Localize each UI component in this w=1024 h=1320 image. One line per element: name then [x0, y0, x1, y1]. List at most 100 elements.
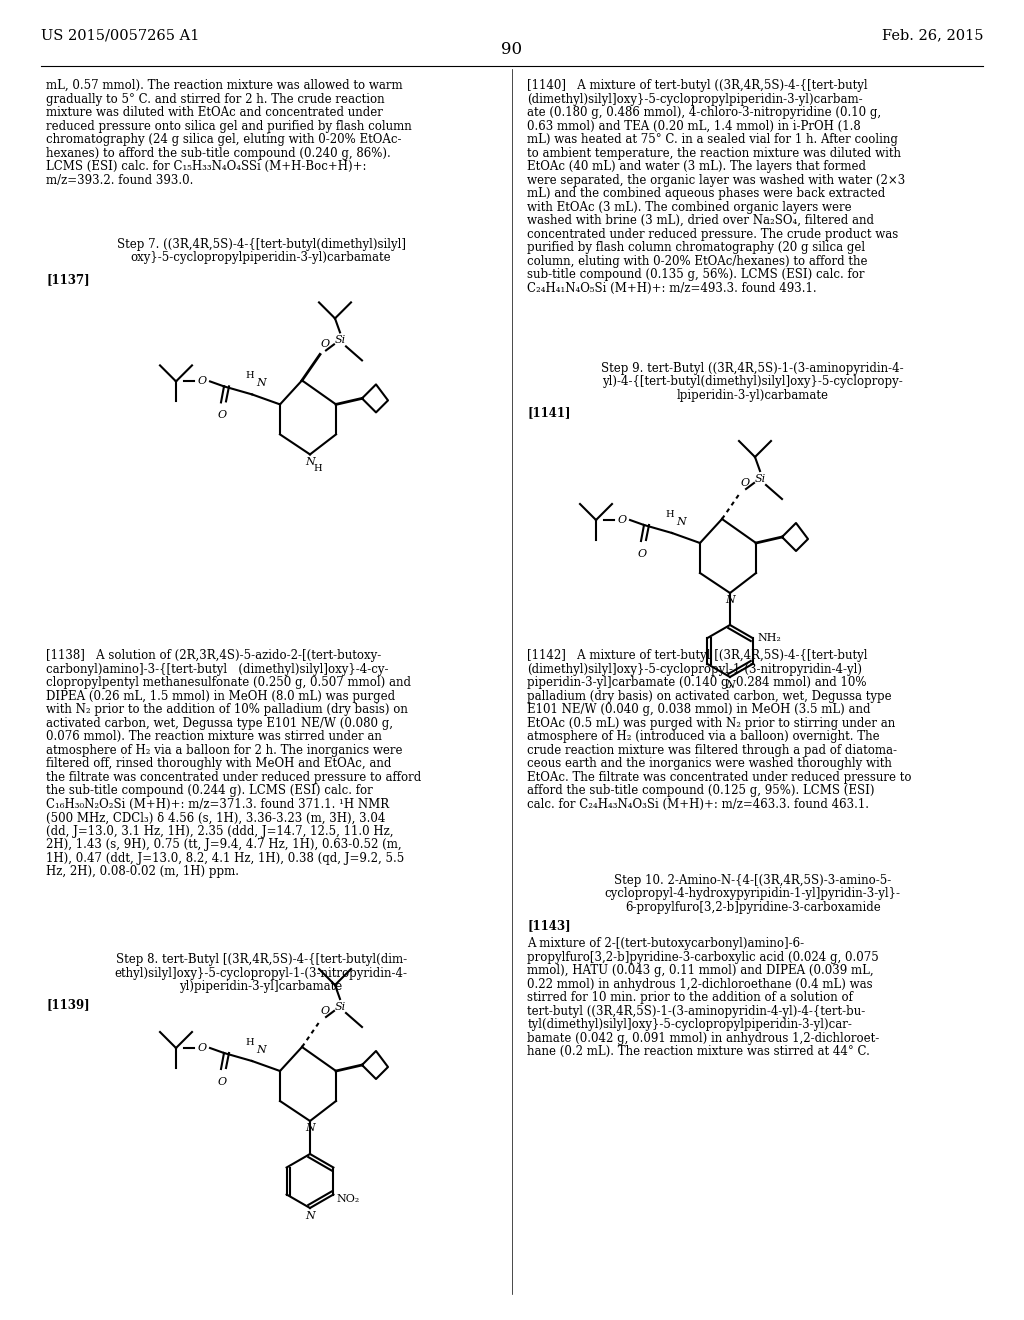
Text: clopropylpentyl methanesulfonate (0.250 g, 0.507 mmol) and: clopropylpentyl methanesulfonate (0.250 …: [46, 676, 411, 689]
Text: N: N: [305, 458, 314, 467]
Text: Hz, 2H), 0.08-0.02 (m, 1H) ppm.: Hz, 2H), 0.08-0.02 (m, 1H) ppm.: [46, 866, 239, 878]
Text: atmosphere of H₂ via a balloon for 2 h. The inorganics were: atmosphere of H₂ via a balloon for 2 h. …: [46, 744, 402, 756]
Text: sub-title compound (0.135 g, 56%). LCMS (ESI) calc. for: sub-title compound (0.135 g, 56%). LCMS …: [527, 268, 865, 281]
Text: Si: Si: [335, 1002, 345, 1012]
Text: H: H: [246, 1038, 254, 1047]
Text: activated carbon, wet, Degussa type E101 NE/W (0.080 g,: activated carbon, wet, Degussa type E101…: [46, 717, 393, 730]
Text: gradually to 5° C. and stirred for 2 h. The crude reaction: gradually to 5° C. and stirred for 2 h. …: [46, 92, 385, 106]
Text: reduced pressure onto silica gel and purified by flash column: reduced pressure onto silica gel and pur…: [46, 120, 412, 133]
Text: EtOAc. The filtrate was concentrated under reduced pressure to: EtOAc. The filtrate was concentrated und…: [527, 771, 911, 784]
Text: C₁₆H₃₀N₂O₂Si (M+H)+: m/z=371.3. found 371.1. ¹H NMR: C₁₆H₃₀N₂O₂Si (M+H)+: m/z=371.3. found 37…: [46, 797, 389, 810]
Text: O: O: [741, 478, 751, 488]
Text: O: O: [617, 515, 627, 525]
Text: 0.63 mmol) and TEA (0.20 mL, 1.4 mmol) in i-PrOH (1.8: 0.63 mmol) and TEA (0.20 mL, 1.4 mmol) i…: [527, 120, 861, 133]
Text: N: N: [725, 680, 735, 690]
Text: A mixture of 2-[(tert-butoxycarbonyl)amino]-6-: A mixture of 2-[(tert-butoxycarbonyl)ami…: [527, 937, 805, 950]
Text: 6-propylfuro[3,2-b]pyridine-3-carboxamide: 6-propylfuro[3,2-b]pyridine-3-carboxamid…: [625, 900, 881, 913]
Text: E101 NE/W (0.040 g, 0.038 mmol) in MeOH (3.5 mL) and: E101 NE/W (0.040 g, 0.038 mmol) in MeOH …: [527, 704, 870, 717]
Text: O: O: [321, 1006, 330, 1016]
Text: 2H), 1.43 (s, 9H), 0.75 (tt, J=9.4, 4.7 Hz, 1H), 0.63-0.52 (m,: 2H), 1.43 (s, 9H), 0.75 (tt, J=9.4, 4.7 …: [46, 838, 401, 851]
Text: 0.076 mmol). The reaction mixture was stirred under an: 0.076 mmol). The reaction mixture was st…: [46, 730, 382, 743]
Text: [1137]: [1137]: [46, 273, 90, 286]
Text: tert-butyl ((3R,4R,5S)-1-(3-aminopyridin-4-yl)-4-{tert-bu-: tert-butyl ((3R,4R,5S)-1-(3-aminopyridin…: [527, 1005, 865, 1018]
Text: mL, 0.57 mmol). The reaction mixture was allowed to warm: mL, 0.57 mmol). The reaction mixture was…: [46, 79, 402, 92]
Text: propylfuro[3,2-b]pyridine-3-carboxylic acid (0.024 g, 0.075: propylfuro[3,2-b]pyridine-3-carboxylic a…: [527, 950, 880, 964]
Text: ate (0.180 g, 0.486 mmol), 4-chloro-3-nitropyridine (0.10 g,: ate (0.180 g, 0.486 mmol), 4-chloro-3-ni…: [527, 106, 882, 119]
Text: Feb. 26, 2015: Feb. 26, 2015: [882, 28, 983, 42]
Text: ceous earth and the inorganics were washed thoroughly with: ceous earth and the inorganics were wash…: [527, 758, 892, 771]
Text: column, eluting with 0-20% EtOAc/hexanes) to afford the: column, eluting with 0-20% EtOAc/hexanes…: [527, 255, 868, 268]
Text: Step 7. ((3R,4R,5S)-4-{[tert-butyl(dimethyl)silyl]: Step 7. ((3R,4R,5S)-4-{[tert-butyl(dimet…: [117, 238, 406, 251]
Text: N: N: [256, 379, 266, 388]
Text: N: N: [256, 1045, 266, 1055]
Text: (dd, J=13.0, 3.1 Hz, 1H), 2.35 (ddd, J=14.7, 12.5, 11.0 Hz,: (dd, J=13.0, 3.1 Hz, 1H), 2.35 (ddd, J=1…: [46, 825, 393, 838]
Text: with N₂ prior to the addition of 10% palladium (dry basis) on: with N₂ prior to the addition of 10% pal…: [46, 704, 408, 717]
Text: washed with brine (3 mL), dried over Na₂SO₄, filtered and: washed with brine (3 mL), dried over Na₂…: [527, 214, 874, 227]
Text: palladium (dry basis) on activated carbon, wet, Degussa type: palladium (dry basis) on activated carbo…: [527, 690, 892, 704]
Text: N: N: [725, 595, 735, 605]
Text: (500 MHz, CDCl₃) δ 4.56 (s, 1H), 3.36-3.23 (m, 3H), 3.04: (500 MHz, CDCl₃) δ 4.56 (s, 1H), 3.36-3.…: [46, 812, 385, 825]
Text: O: O: [217, 1077, 226, 1086]
Text: concentrated under reduced pressure. The crude product was: concentrated under reduced pressure. The…: [527, 227, 899, 240]
Text: Si: Si: [755, 474, 766, 484]
Text: tyl(dimethyl)silyl]oxy}-5-cyclopropylpiperidin-3-yl)car-: tyl(dimethyl)silyl]oxy}-5-cyclopropylpip…: [527, 1018, 852, 1031]
Text: were separated, the organic layer was washed with water (2×3: were separated, the organic layer was wa…: [527, 174, 905, 186]
Text: H: H: [313, 465, 323, 474]
Text: purified by flash column chromatography (20 g silica gel: purified by flash column chromatography …: [527, 242, 865, 255]
Text: the sub-title compound (0.244 g). LCMS (ESI) calc. for: the sub-title compound (0.244 g). LCMS (…: [46, 784, 373, 797]
Text: O: O: [198, 1043, 207, 1053]
Text: bamate (0.042 g, 0.091 mmol) in anhydrous 1,2-dichloroet-: bamate (0.042 g, 0.091 mmol) in anhydrou…: [527, 1032, 880, 1044]
Text: mixture was diluted with EtOAc and concentrated under: mixture was diluted with EtOAc and conce…: [46, 106, 383, 119]
Text: ethyl)silyl]oxy}-5-cyclopropyl-1-(3-nitropyridin-4-: ethyl)silyl]oxy}-5-cyclopropyl-1-(3-nitr…: [115, 966, 408, 979]
Text: hane (0.2 mL). The reaction mixture was stirred at 44° C.: hane (0.2 mL). The reaction mixture was …: [527, 1045, 870, 1059]
Text: afford the sub-title compound (0.125 g, 95%). LCMS (ESI): afford the sub-title compound (0.125 g, …: [527, 784, 874, 797]
Text: Si: Si: [335, 335, 345, 346]
Text: O: O: [198, 376, 207, 387]
Text: stirred for 10 min. prior to the addition of a solution of: stirred for 10 min. prior to the additio…: [527, 991, 853, 1005]
Text: [1140]   A mixture of tert-butyl ((3R,4R,5S)-4-{[tert-butyl: [1140] A mixture of tert-butyl ((3R,4R,5…: [527, 79, 868, 92]
Text: 1H), 0.47 (ddt, J=13.0, 8.2, 4.1 Hz, 1H), 0.38 (qd, J=9.2, 5.5: 1H), 0.47 (ddt, J=13.0, 8.2, 4.1 Hz, 1H)…: [46, 851, 404, 865]
Text: lpiperidin-3-yl)carbamate: lpiperidin-3-yl)carbamate: [677, 388, 828, 401]
Text: Step 9. tert-Butyl ((3R,4R,5S)-1-(3-aminopyridin-4-: Step 9. tert-Butyl ((3R,4R,5S)-1-(3-amin…: [601, 362, 904, 375]
Text: O: O: [217, 411, 226, 420]
Text: chromatography (24 g silica gel, eluting with 0-20% EtOAc-: chromatography (24 g silica gel, eluting…: [46, 133, 401, 147]
Text: [1141]: [1141]: [527, 407, 570, 420]
Text: cyclopropyl-4-hydroxypyripidin-1-yl]pyridin-3-yl}-: cyclopropyl-4-hydroxypyripidin-1-yl]pyri…: [604, 887, 901, 900]
Text: 90: 90: [502, 41, 522, 58]
Text: LCMS (ESI) calc. for C₁₅H₃₃N₄O₄SSi (M+H-Boc+H)+:: LCMS (ESI) calc. for C₁₅H₃₃N₄O₄SSi (M+H-…: [46, 160, 367, 173]
Text: carbonyl)amino]-3-{[tert-butyl   (dimethyl)silyl]oxy}-4-cy-: carbonyl)amino]-3-{[tert-butyl (dimethyl…: [46, 663, 388, 676]
Text: DIPEA (0.26 mL, 1.5 mmol) in MeOH (8.0 mL) was purged: DIPEA (0.26 mL, 1.5 mmol) in MeOH (8.0 m…: [46, 690, 395, 704]
Text: m/z=393.2. found 393.0.: m/z=393.2. found 393.0.: [46, 174, 194, 186]
Text: mL) and the combined aqueous phases were back extracted: mL) and the combined aqueous phases were…: [527, 187, 886, 201]
Text: (dimethyl)silyl]oxy}-5-cyclopropylpiperidin-3-yl)carbam-: (dimethyl)silyl]oxy}-5-cyclopropylpiperi…: [527, 92, 863, 106]
Text: N: N: [676, 517, 686, 527]
Text: filtered off, rinsed thoroughly with MeOH and EtOAc, and: filtered off, rinsed thoroughly with MeO…: [46, 758, 391, 771]
Text: atmosphere of H₂ (introduced via a balloon) overnight. The: atmosphere of H₂ (introduced via a ballo…: [527, 730, 880, 743]
Text: 0.22 mmol) in anhydrous 1,2-dichloroethane (0.4 mL) was: 0.22 mmol) in anhydrous 1,2-dichloroetha…: [527, 978, 873, 991]
Text: N: N: [305, 1210, 314, 1221]
Text: with EtOAc (3 mL). The combined organic layers were: with EtOAc (3 mL). The combined organic …: [527, 201, 852, 214]
Text: piperidin-3-yl]carbamate (0.140 g, 0.284 mmol) and 10%: piperidin-3-yl]carbamate (0.140 g, 0.284…: [527, 676, 867, 689]
Text: Step 8. tert-Butyl [(3R,4R,5S)-4-{[tert-butyl(dim-: Step 8. tert-Butyl [(3R,4R,5S)-4-{[tert-…: [116, 953, 407, 966]
Text: EtOAc (0.5 mL) was purged with N₂ prior to stirring under an: EtOAc (0.5 mL) was purged with N₂ prior …: [527, 717, 896, 730]
Text: mL) was heated at 75° C. in a sealed vial for 1 h. After cooling: mL) was heated at 75° C. in a sealed via…: [527, 133, 898, 147]
Text: crude reaction mixture was filtered through a pad of diatoma-: crude reaction mixture was filtered thro…: [527, 744, 897, 756]
Text: H: H: [666, 510, 675, 519]
Text: yl)piperidin-3-yl]carbamate: yl)piperidin-3-yl]carbamate: [179, 979, 343, 993]
Text: oxy}-5-cyclopropylpiperidin-3-yl)carbamate: oxy}-5-cyclopropylpiperidin-3-yl)carbama…: [131, 251, 391, 264]
Text: EtOAc (40 mL) and water (3 mL). The layers that formed: EtOAc (40 mL) and water (3 mL). The laye…: [527, 160, 866, 173]
Text: yl)-4-{[tert-butyl(dimethyl)silyl]oxy}-5-cyclopropy-: yl)-4-{[tert-butyl(dimethyl)silyl]oxy}-5…: [602, 375, 903, 388]
Text: [1142]   A mixture of tert-butyl [(3R,4R,5S)-4-{[tert-butyl: [1142] A mixture of tert-butyl [(3R,4R,5…: [527, 649, 868, 663]
Text: the filtrate was concentrated under reduced pressure to afford: the filtrate was concentrated under redu…: [46, 771, 421, 784]
Text: O: O: [321, 339, 330, 350]
Text: H: H: [246, 371, 254, 380]
Text: NO₂: NO₂: [336, 1195, 359, 1204]
Text: [1139]: [1139]: [46, 998, 90, 1011]
Text: [1143]: [1143]: [527, 919, 571, 932]
Text: N: N: [305, 1123, 314, 1133]
Text: O: O: [637, 549, 646, 558]
Text: to ambient temperature, the reaction mixture was diluted with: to ambient temperature, the reaction mix…: [527, 147, 901, 160]
Text: US 2015/0057265 A1: US 2015/0057265 A1: [41, 28, 200, 42]
Text: hexanes) to afford the sub-title compound (0.240 g, 86%).: hexanes) to afford the sub-title compoun…: [46, 147, 391, 160]
Text: NH₂: NH₂: [758, 634, 781, 643]
